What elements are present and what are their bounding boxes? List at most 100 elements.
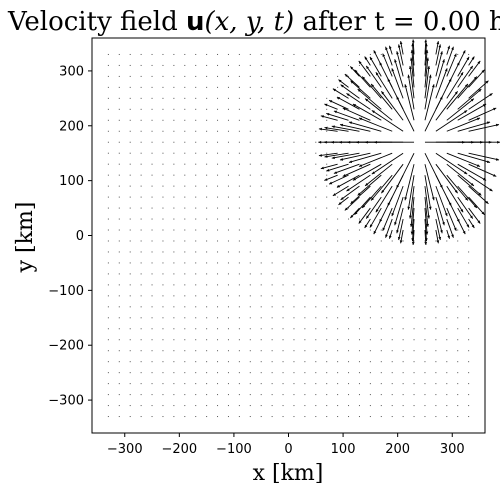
- quiver-arrowhead: [396, 96, 400, 100]
- quiver-arrow: [332, 185, 349, 197]
- quiver-point: [304, 372, 306, 374]
- quiver-arrow: [342, 163, 371, 177]
- quiver-point: [435, 273, 437, 275]
- quiver-point: [260, 251, 262, 253]
- quiver-point: [162, 196, 164, 198]
- quiver-point: [293, 284, 295, 286]
- quiver-point: [162, 119, 164, 121]
- quiver-arrowhead: [355, 140, 359, 144]
- quiver-point: [195, 295, 197, 297]
- quiver-point: [304, 273, 306, 275]
- quiver-point: [315, 196, 317, 198]
- quiver-point: [184, 207, 186, 209]
- quiver-point: [293, 64, 295, 66]
- quiver-point: [206, 64, 208, 66]
- quiver-point: [173, 339, 175, 341]
- quiver-arrowhead: [436, 240, 440, 244]
- quiver-point: [195, 328, 197, 330]
- quiver-point: [173, 383, 175, 385]
- quiver-arrow: [382, 207, 393, 232]
- quiver-point: [446, 317, 448, 319]
- quiver-point: [348, 240, 350, 242]
- quiver-point: [369, 273, 371, 275]
- quiver-point: [271, 97, 273, 99]
- quiver-point: [326, 273, 328, 275]
- quiver-point: [446, 240, 448, 242]
- quiver-arrowhead: [440, 230, 443, 234]
- quiver-point: [107, 86, 109, 88]
- quiver-point: [238, 262, 240, 264]
- quiver-point: [348, 372, 350, 374]
- quiver-point: [249, 64, 251, 66]
- quiver-point: [195, 119, 197, 121]
- quiver-arrow: [364, 98, 393, 121]
- quiver-point: [348, 306, 350, 308]
- quiver-point: [391, 273, 393, 275]
- x-tick-label: −300: [107, 442, 143, 457]
- quiver-arrow: [457, 103, 487, 121]
- quiver-point: [293, 295, 295, 297]
- quiver-point: [358, 416, 360, 418]
- quiver-arrow: [340, 84, 360, 99]
- quiver-point: [206, 86, 208, 88]
- quiver-point: [293, 86, 295, 88]
- quiver-point: [358, 262, 360, 264]
- quiver-point: [173, 97, 175, 99]
- quiver-point: [435, 416, 437, 418]
- quiver-point: [173, 361, 175, 363]
- quiver-point: [195, 416, 197, 418]
- quiver-point: [457, 251, 459, 253]
- quiver-point: [402, 394, 404, 396]
- quiver-point: [107, 416, 109, 418]
- quiver-point: [391, 405, 393, 407]
- quiver-arrow: [346, 93, 371, 110]
- quiver-arrowhead: [350, 80, 354, 84]
- quiver-arrowhead: [391, 68, 395, 72]
- quiver-point: [227, 262, 229, 264]
- quiver-point: [293, 97, 295, 99]
- quiver-arrowhead: [318, 153, 322, 157]
- quiver-arrow: [370, 83, 393, 110]
- quiver-arrow: [358, 207, 371, 224]
- quiver-point: [293, 317, 295, 319]
- quiver-point: [195, 273, 197, 275]
- quiver-point: [402, 350, 404, 352]
- quiver-point: [468, 262, 470, 264]
- quiver-point: [129, 416, 131, 418]
- quiver-point: [173, 86, 175, 88]
- quiver-point: [173, 174, 175, 176]
- quiver-point: [457, 328, 459, 330]
- quiver-point: [140, 339, 142, 341]
- quiver-point: [107, 163, 109, 165]
- quiver-arrow: [424, 74, 432, 110]
- quiver-point: [315, 394, 317, 396]
- quiver-point: [173, 108, 175, 110]
- quiver-arrowhead: [338, 140, 342, 144]
- quiver-arrowhead: [357, 192, 361, 196]
- quiver-point: [140, 196, 142, 198]
- quiver-arrow: [333, 163, 360, 174]
- quiver-arrow: [446, 46, 454, 66]
- quiver-arrow: [348, 121, 382, 132]
- quiver-point: [413, 284, 415, 286]
- quiver-point: [293, 141, 295, 143]
- quiver-point: [151, 174, 153, 176]
- quiver-point: [468, 53, 470, 55]
- quiver-point: [162, 207, 164, 209]
- quiver-arrowhead: [394, 222, 397, 226]
- quiver-point: [217, 163, 219, 165]
- quiver-point: [337, 240, 339, 242]
- quiver-point: [358, 339, 360, 341]
- quiver-arrow: [336, 96, 360, 110]
- quiver-point: [413, 405, 415, 407]
- quiver-arrow: [446, 83, 469, 110]
- quiver-point: [227, 372, 229, 374]
- quiver-arrowhead: [357, 89, 361, 92]
- quiver-point: [358, 218, 360, 220]
- quiver-point: [107, 361, 109, 363]
- quiver-point: [260, 229, 262, 231]
- quiver-point: [304, 229, 306, 231]
- quiver-point: [184, 218, 186, 220]
- quiver-point: [435, 350, 437, 352]
- quiver-arrow: [332, 88, 349, 99]
